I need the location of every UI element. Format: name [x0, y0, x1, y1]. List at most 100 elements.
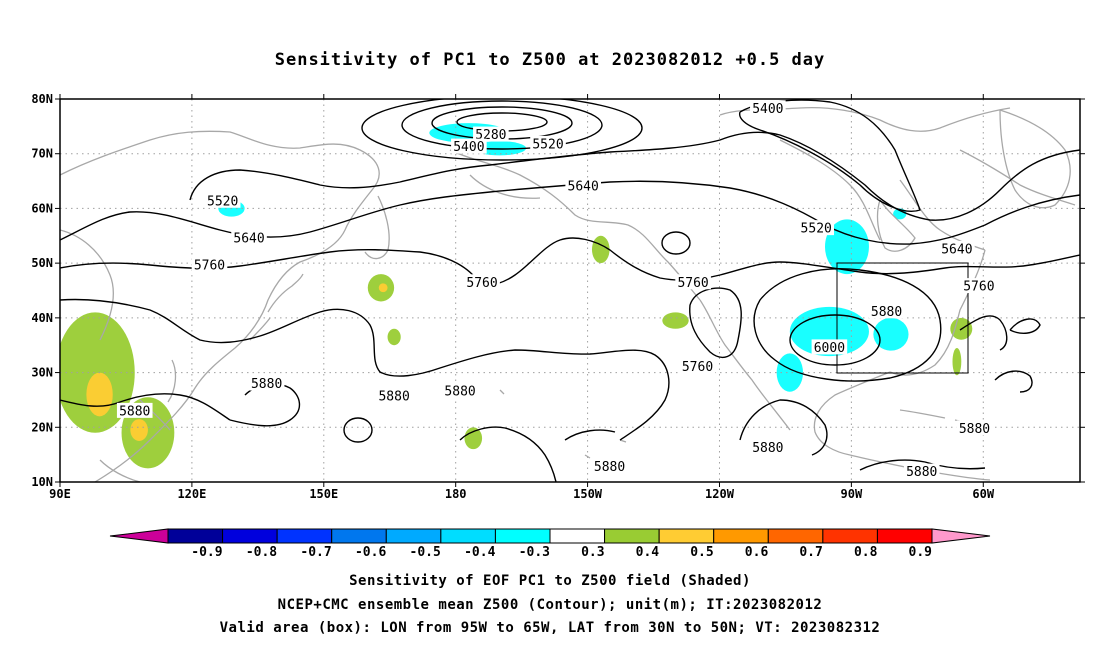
contour-label-bg	[464, 274, 500, 290]
contour-label: 5880	[251, 377, 282, 392]
colorbar-swatch	[604, 528, 660, 544]
lat-label: 80N	[31, 92, 53, 106]
caption-line-1: Sensitivity of EOF PC1 to Z500 field (Sh…	[349, 573, 751, 589]
colorbar-swatch	[385, 528, 442, 544]
colorbar-low-extend	[109, 528, 169, 544]
valid-area-box	[836, 262, 969, 374]
lat-label: 60N	[31, 201, 53, 215]
contour-label-bg	[565, 177, 601, 193]
colorbar-swatch	[494, 528, 551, 544]
contour-label-bg	[868, 303, 905, 319]
contour-label: 5880	[871, 305, 902, 320]
contour-label: 5880	[378, 390, 409, 405]
shade-positive-14	[952, 347, 962, 376]
contour-label-bg	[750, 100, 786, 116]
shade-positive-12	[662, 312, 689, 329]
contour-label: 6000	[814, 341, 845, 356]
contour-label-bg	[939, 240, 975, 256]
contour-label: 5760	[963, 280, 994, 295]
contour-label: 5880	[906, 465, 937, 480]
caption-line-2: NCEP+CMC ensemble mean Z500 (Contour); u…	[277, 597, 823, 613]
colorbar: -0.9 -0.8 -0.7 -0.6 -0.5 -0.4 -0.3 0.3 0.4 0.5 0.6…	[109, 528, 991, 560]
shade-positive-11	[591, 235, 610, 264]
contour-label: 5400	[752, 102, 783, 117]
latitude-labels: 80N 70N 60N 50N 40N 30N 20N 10N	[31, 92, 1085, 489]
lat-label: 40N	[31, 311, 53, 325]
shade-negative-5	[776, 353, 804, 392]
colorbar-label: 0.7	[799, 545, 822, 560]
colorbar-swatch	[167, 528, 224, 544]
lon-label: 180	[445, 487, 467, 501]
colorbar-swatch	[713, 528, 769, 544]
shade-strong-19	[378, 283, 388, 293]
shade-positive-8	[60, 312, 135, 433]
colorbar-label: 0.9	[909, 545, 932, 560]
contour-label-group: 5280540054005520552055205640564056405760…	[116, 100, 997, 480]
contour-label: 5760	[682, 360, 713, 375]
lon-label: 90E	[49, 487, 71, 501]
colorbar-label: 0.3	[581, 545, 604, 560]
colorbar-swatch	[222, 528, 278, 544]
contour-label: 5760	[466, 276, 497, 291]
caption-line-3: Valid area (box): LON from 95W to 65W, L…	[219, 620, 881, 636]
colorbar-swatch	[440, 528, 496, 544]
lat-label: 50N	[31, 256, 53, 270]
contour-label: 5880	[119, 404, 150, 419]
contour-label: 5520	[207, 194, 238, 209]
colorbar-label: -0.3	[519, 545, 550, 560]
contour-label-bg	[591, 458, 628, 474]
sensitivity-shading	[60, 123, 973, 469]
colorbar-label: 0.4	[636, 545, 660, 560]
colorbar-swatch	[331, 528, 387, 544]
colorbar-label: -0.4	[464, 545, 495, 560]
colorbar-label: -0.9	[191, 545, 222, 560]
contour-label-bg	[442, 383, 478, 399]
lon-label: 90W	[841, 487, 863, 501]
contour-label-bg	[675, 274, 711, 290]
lon-label: 60W	[972, 487, 994, 501]
lat-label: 30N	[31, 366, 53, 380]
contour-label-bg	[530, 135, 566, 151]
contour-label-bg	[191, 256, 228, 272]
lat-label: 70N	[31, 147, 53, 161]
shade-strong-17	[86, 372, 113, 417]
colorbar-label: 0.8	[854, 545, 878, 560]
contour-label: 5760	[677, 276, 708, 291]
page-title: Sensitivity of PC1 to Z500 at 2023082012…	[274, 50, 826, 70]
contour-label: 5880	[752, 441, 783, 456]
contour-label-bg	[248, 375, 285, 391]
contour-label-bg	[811, 339, 848, 355]
colorbar-label: 0.6	[745, 545, 769, 560]
contour-label-bg	[473, 126, 509, 142]
colorbar-label: -0.5	[410, 545, 441, 560]
shade-strong-18	[130, 419, 148, 441]
lat-label: 10N	[31, 475, 53, 489]
lat-label: 20N	[31, 420, 53, 434]
contour-label-bg	[956, 420, 993, 436]
colorbar-label: -0.8	[246, 545, 277, 560]
colorbar-label: -0.7	[300, 545, 331, 560]
colorbar-swatch	[876, 528, 933, 544]
colorbar-high-extend	[931, 528, 991, 544]
contour-label-bg	[679, 358, 716, 374]
shade-positive-16	[387, 328, 401, 346]
contour-label-bg	[961, 278, 997, 294]
contour-label-bg	[204, 192, 241, 208]
map-frame	[59, 98, 1081, 483]
longitude-labels: 90E 120E 150E 180 150W 120W 90W 60W	[49, 94, 995, 501]
colorbar-swatch	[658, 528, 715, 544]
colorbar-swatch	[276, 528, 333, 544]
shade-negative-3	[825, 219, 869, 275]
contour-label: 5520	[801, 222, 832, 237]
z500-contours	[60, 99, 1080, 482]
lon-label: 120W	[705, 487, 735, 501]
contour-label-bg	[903, 463, 940, 479]
lat-lon-grid	[60, 99, 1080, 482]
colorbar-swatch	[767, 528, 824, 544]
shade-positive-15	[464, 427, 483, 450]
contour-label: 5880	[444, 385, 475, 400]
contour-label: 5880	[594, 460, 625, 475]
contour-label-bg	[376, 388, 412, 404]
contour-label: 5880	[959, 422, 990, 437]
